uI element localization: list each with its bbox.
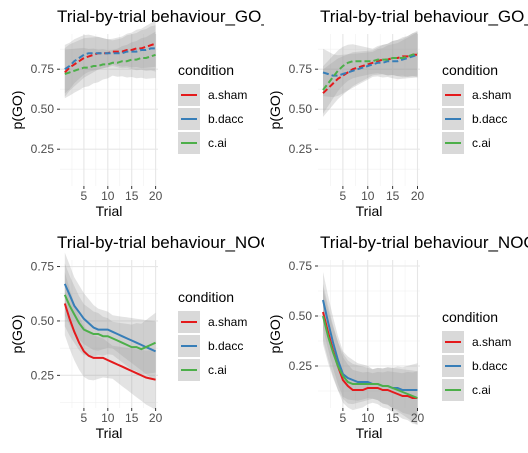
ci-ribbon-c-ai [323,287,418,425]
series-line-a-sham [63,303,156,381]
x-tick-label: 5 [340,411,347,425]
y-tick-label: 0.50 [289,102,313,116]
series-line-b-dacc [322,53,418,77]
y-axis-title: p(GO) [9,315,25,354]
legend-label-c-ai: c.ai [472,383,491,397]
plot-area [60,34,158,186]
x-tick-label: 15 [125,189,139,203]
legend-label-b-dacc: b.dacc [472,112,507,126]
x-tick-label: 5 [340,189,347,203]
y-tick-label: 0.25 [289,142,313,156]
chart-title: Trial-by-trial behaviour_GO_ChosenHigh [57,7,364,26]
x-tick-label: 10 [361,189,375,203]
x-tick-label: 5 [81,411,88,425]
y-tick-label: 0.50 [289,309,313,323]
y-tick-label: 0.25 [31,368,55,382]
ci-ribbon-a-sham [64,20,156,97]
y-tick-label: 0.75 [31,260,55,274]
chart-panel-top-left: 5 10 15 20 0.25 0.50 0.75 Trial p(GO) condition a.… [9,7,364,219]
legend-label-b-dacc: b.dacc [208,339,243,353]
legend-title: condition [442,62,498,78]
y-tick-label: 0.75 [289,259,313,273]
series-line-a-sham [64,42,156,74]
series-line-c-ai [63,294,157,351]
legend-label-a-sham: a.sham [208,88,247,102]
chart-panel-top-right: 5 10 15 20 0.25 0.50 0.75 Trial p(GO) condition a.… [267,7,528,219]
x-tick-label: 20 [411,411,425,425]
legend-label-c-ai: c.ai [472,136,491,150]
chart-panel-bottom-right: 5 10 15 20 0.25 0.50 0.75 Trial p(GO) condition a.… [267,233,528,441]
ci-ribbon-a-sham [64,272,156,410]
legend-label-a-sham: a.sham [208,315,247,329]
y-axis-title: p(GO) [267,91,283,130]
x-tick-label: 15 [125,411,139,425]
legend-label-c-ai: c.ai [208,136,227,150]
legend-label-b-dacc: b.dacc [208,112,243,126]
x-tick-label: 15 [386,411,400,425]
x-axis-title: Trial [96,203,123,219]
x-tick-label: 15 [386,189,400,203]
chart-title: Trial-by-trial behaviour_NOGO_ChosenHigh [57,233,390,252]
ci-ribbon-c-ai [323,30,418,114]
series-line-c-ai [322,315,418,399]
series-line-c-ai [64,53,156,75]
x-tick-label: 20 [149,411,163,425]
x-axis-title: Trial [356,425,383,441]
x-axis-title: Trial [96,425,123,441]
series-line-a-sham [322,53,418,94]
legend-label-a-sham: a.sham [472,88,511,102]
y-tick-label: 0.25 [31,142,55,156]
ci-ribbon-b-dacc [64,252,156,382]
x-tick-label: 20 [411,189,425,203]
legend-title: condition [442,309,498,325]
series-line-c-ai [322,52,418,91]
y-tick-label: 0.25 [289,359,313,373]
ci-ribbon-c-ai [64,31,156,99]
x-tick-label: 10 [101,189,115,203]
x-axis-title: Trial [356,203,383,219]
y-axis-title: p(GO) [267,315,283,354]
y-tick-label: 0.50 [31,314,55,328]
x-tick-label: 20 [149,189,163,203]
y-axis-title: p(GO) [9,91,25,130]
chart-panel-bottom-left: 5 10 15 20 0.25 0.50 0.75 Trial p(GO) condition a.… [9,233,390,441]
legend-label-b-dacc: b.dacc [472,359,507,373]
series-line-b-dacc [63,283,157,353]
ci-ribbon-b-dacc [64,25,156,94]
legend-title: condition [178,62,234,78]
chart-title: Trial-by-trial behaviour_GO_ChosenLow [320,7,528,26]
y-tick-label: 0.75 [31,62,55,76]
y-tick-label: 0.75 [289,62,313,76]
legend-label-c-ai: c.ai [208,363,227,377]
series-line-b-dacc [64,47,156,71]
x-tick-label: 5 [81,189,88,203]
x-tick-label: 10 [101,411,115,425]
chart-title: Trial-by-trial behaviour_NOGO_ChosenLow [320,233,528,252]
legend-title: condition [178,289,234,305]
y-tick-label: 0.50 [31,102,55,116]
legend-label-a-sham: a.sham [472,335,511,349]
x-tick-label: 10 [361,411,375,425]
ci-ribbon-a-sham [323,32,418,117]
